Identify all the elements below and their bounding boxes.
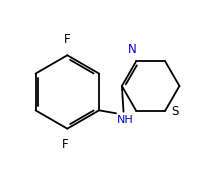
Text: NH: NH (117, 115, 133, 125)
Text: F: F (64, 33, 71, 46)
Text: N: N (128, 43, 137, 56)
Text: S: S (171, 105, 178, 118)
Text: F: F (62, 138, 69, 151)
